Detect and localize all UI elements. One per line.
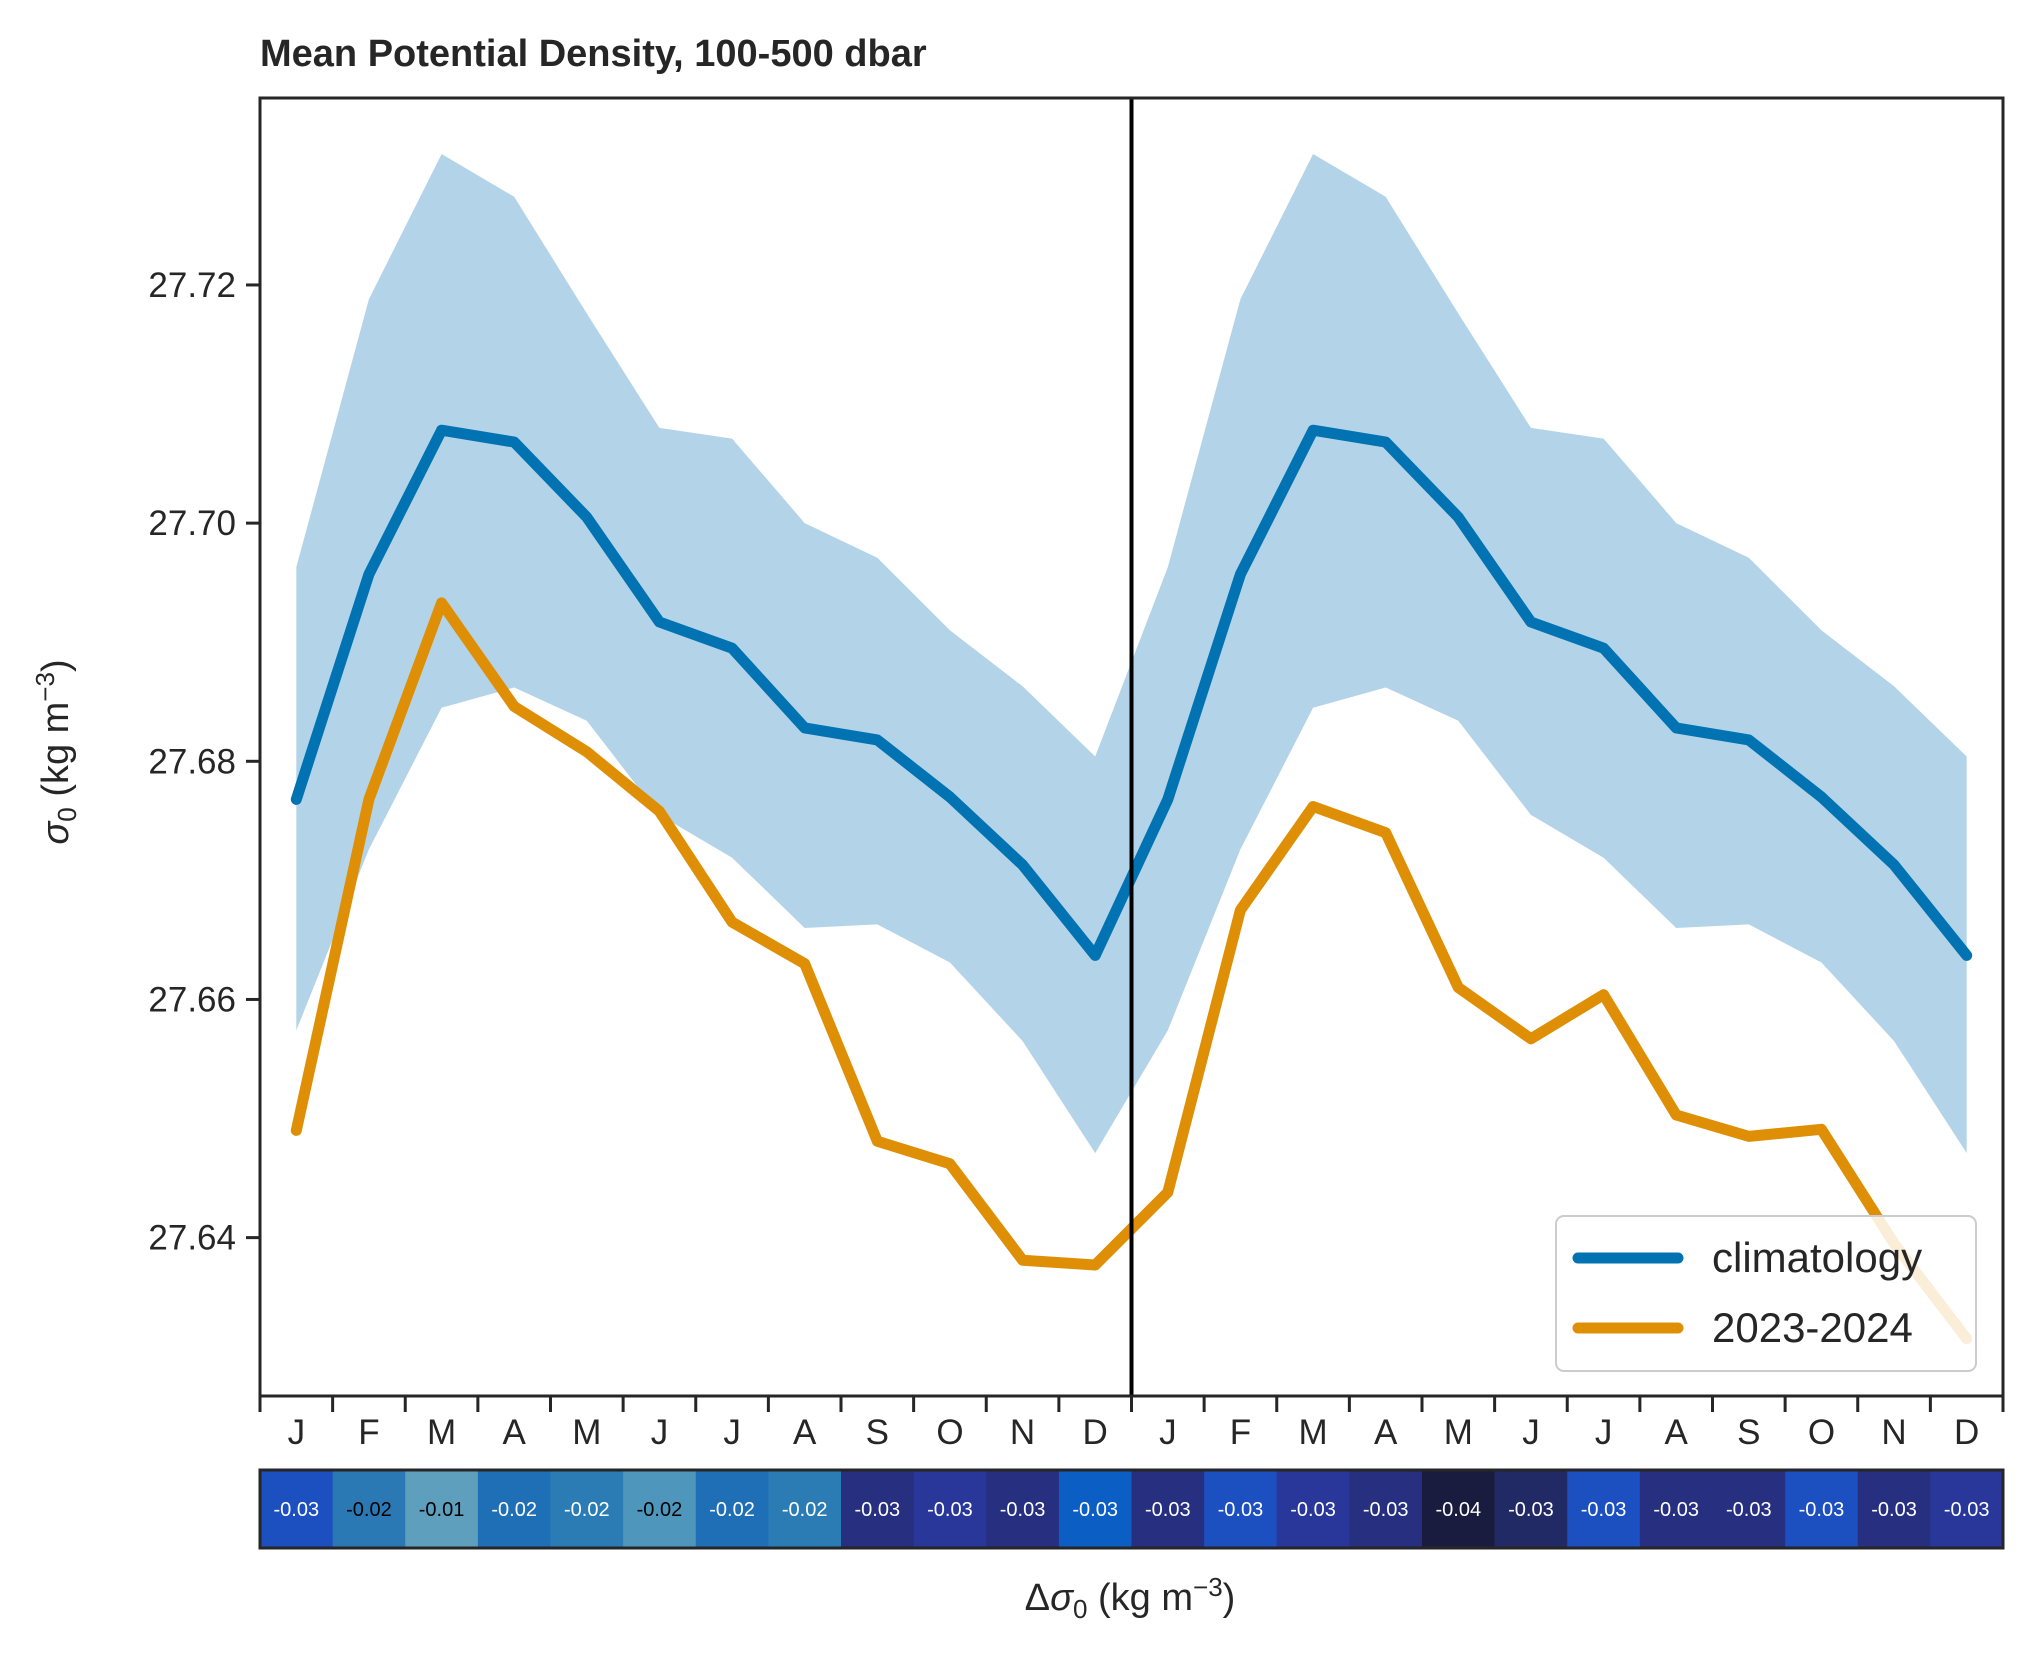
x-tick-label: J	[1595, 1413, 1613, 1452]
difference-cell	[623, 1470, 697, 1548]
chart-title: Mean Potential Density, 100-500 dbar	[260, 33, 927, 75]
difference-cell	[1058, 1470, 1132, 1548]
difference-cell	[1131, 1470, 1205, 1548]
plot-area	[258, 96, 2005, 1398]
difference-cell	[1276, 1470, 1350, 1548]
difference-cell-label: -0.03	[1000, 1499, 1046, 1521]
y-tick-label: 27.66	[148, 980, 236, 1019]
difference-cell-label: -0.03	[1653, 1499, 1699, 1521]
y-tick-label: 27.64	[148, 1219, 236, 1258]
difference-cell-label: -0.03	[1072, 1499, 1118, 1521]
difference-cell-label: -0.03	[1581, 1499, 1627, 1521]
x-tick-label: A	[1374, 1413, 1398, 1452]
difference-axis-label: Δσ0 (kg m−3)	[1025, 1572, 1236, 1624]
difference-cell	[1422, 1470, 1496, 1548]
difference-cell	[1857, 1470, 1931, 1548]
x-tick-label: D	[1083, 1413, 1108, 1452]
x-tick-label: F	[1230, 1413, 1251, 1452]
x-tick-label: J	[723, 1413, 741, 1452]
x-tick-label: J	[1522, 1413, 1540, 1452]
x-tick-label: J	[1159, 1413, 1177, 1452]
difference-cell	[1712, 1470, 1786, 1548]
x-tick-label: M	[1298, 1413, 1327, 1452]
difference-cell-label: -0.03	[1145, 1499, 1191, 1521]
x-tick-label: O	[936, 1413, 963, 1452]
difference-cell	[1639, 1470, 1713, 1548]
x-tick-label: M	[427, 1413, 456, 1452]
x-tick-label: M	[1444, 1413, 1473, 1452]
x-tick-label: N	[1881, 1413, 1906, 1452]
x-tick-label: A	[503, 1413, 527, 1452]
difference-cell-label: -0.04	[1436, 1499, 1482, 1521]
difference-cell	[695, 1470, 769, 1548]
difference-cell-label: -0.02	[709, 1499, 755, 1521]
difference-cell-label: -0.03	[1944, 1499, 1990, 1521]
y-tick-label: 27.68	[148, 742, 236, 781]
difference-cell	[1349, 1470, 1423, 1548]
difference-cell-label: -0.02	[346, 1499, 392, 1521]
difference-strip-frame	[258, 1468, 2005, 1550]
legend-label: climatology	[1712, 1234, 1922, 1281]
difference-cell	[260, 1470, 334, 1548]
difference-cell-label: -0.03	[1508, 1499, 1554, 1521]
legend-label: 2023-2024	[1712, 1304, 1913, 1351]
difference-cell-label: -0.03	[1726, 1499, 1772, 1521]
difference-cell-label: -0.02	[637, 1499, 683, 1521]
x-tick-label: A	[1665, 1413, 1689, 1452]
difference-cell	[405, 1470, 479, 1548]
difference-cell	[1930, 1470, 2004, 1548]
difference-cell	[1494, 1470, 1568, 1548]
difference-cell	[1785, 1470, 1859, 1548]
x-tick-label: A	[793, 1413, 817, 1452]
difference-cell	[986, 1470, 1060, 1548]
difference-cell	[841, 1470, 915, 1548]
difference-cell	[768, 1470, 842, 1548]
difference-cell-label: -0.03	[1218, 1499, 1264, 1521]
legend: climatology 2023-2024	[1555, 1215, 1977, 1372]
difference-cell-label: -0.03	[1363, 1499, 1409, 1521]
y-axis-label: σ0 (kg m−3)	[30, 659, 82, 844]
x-tick-label: N	[1010, 1413, 1035, 1452]
difference-cell-label: -0.03	[274, 1499, 320, 1521]
x-tick-label: D	[1954, 1413, 1979, 1452]
difference-cell	[550, 1470, 624, 1548]
x-tick-label: S	[1737, 1413, 1760, 1452]
difference-cell-label: -0.02	[491, 1499, 537, 1521]
difference-cell	[1204, 1470, 1278, 1548]
x-tick-label: F	[358, 1413, 379, 1452]
y-axis: 27.64 27.66 27.68 27.70 27.72	[148, 266, 260, 1258]
difference-cell-label: -0.03	[1799, 1499, 1845, 1521]
difference-cell	[332, 1470, 406, 1548]
difference-cell-label: -0.02	[782, 1499, 828, 1521]
difference-cell-label: -0.03	[1871, 1499, 1917, 1521]
difference-cell-label: -0.03	[855, 1499, 901, 1521]
difference-cell-label: -0.01	[419, 1499, 465, 1521]
x-tick-label: J	[288, 1413, 306, 1452]
y-tick-label: 27.70	[148, 504, 236, 543]
difference-cell-label: -0.03	[927, 1499, 973, 1521]
difference-cell-label: -0.03	[1290, 1499, 1336, 1521]
difference-cell	[913, 1470, 987, 1548]
difference-strip: -0.03 -0.02 -0.01 -0.02 -0.02 -0.02 -0.02 -0.02…	[258, 1468, 2005, 1550]
difference-cell	[477, 1470, 551, 1548]
difference-cell-label: -0.02	[564, 1499, 610, 1521]
x-tick-label: S	[866, 1413, 889, 1452]
x-tick-label: O	[1808, 1413, 1835, 1452]
y-tick-label: 27.72	[148, 266, 236, 305]
x-tick-label: M	[572, 1413, 601, 1452]
x-tick-label: J	[651, 1413, 669, 1452]
difference-cell	[1567, 1470, 1641, 1548]
